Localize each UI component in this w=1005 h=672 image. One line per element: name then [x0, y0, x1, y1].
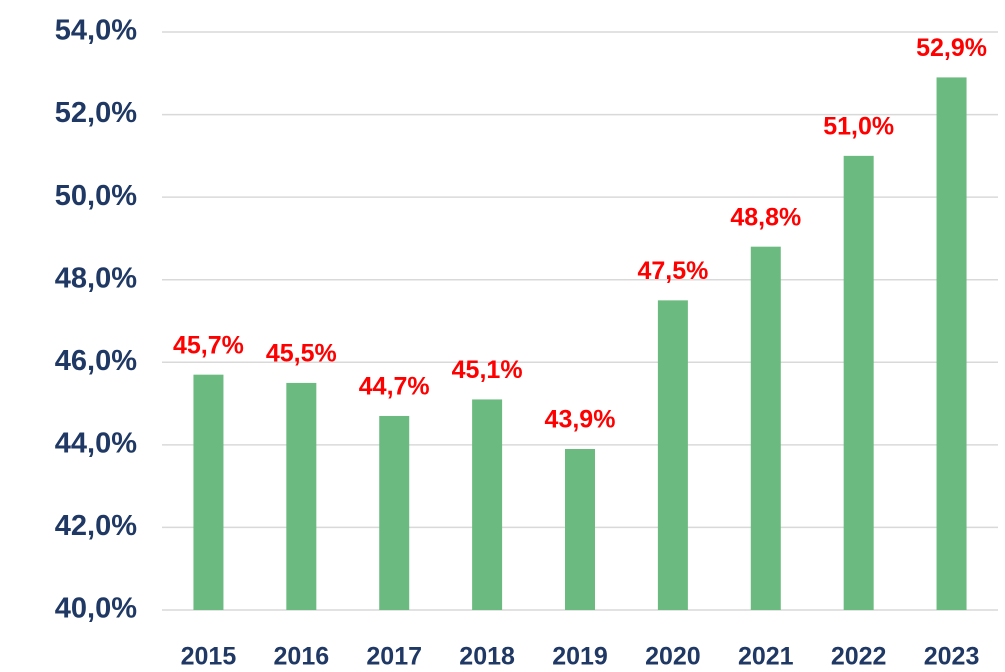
y-tick-label: 48,0% [55, 262, 137, 294]
data-label: 52,9% [916, 34, 987, 62]
x-tick-label: 2023 [924, 643, 980, 671]
bar [936, 77, 967, 610]
y-tick-label: 50,0% [55, 180, 137, 212]
data-label: 44,7% [359, 373, 430, 401]
data-label: 45,5% [266, 340, 337, 368]
x-tick-label: 2020 [645, 643, 701, 671]
y-tick-label: 54,0% [55, 15, 137, 47]
y-tick-label: 42,0% [55, 510, 137, 542]
x-tick-label: 2018 [459, 643, 515, 671]
x-tick-label: 2022 [831, 643, 887, 671]
y-tick-label: 44,0% [55, 428, 137, 460]
bar [843, 155, 874, 610]
x-tick-label: 2017 [366, 643, 422, 671]
x-tick-label: 2019 [552, 643, 608, 671]
data-label: 45,7% [173, 331, 244, 359]
data-label: 51,0% [823, 112, 894, 140]
y-tick-label: 52,0% [55, 97, 137, 129]
bar [286, 382, 317, 610]
bar [472, 399, 503, 610]
y-tick-label: 46,0% [55, 345, 137, 377]
data-label: 47,5% [637, 257, 708, 285]
bar [193, 374, 224, 610]
bar [565, 448, 595, 610]
data-label: 43,9% [545, 406, 616, 434]
y-tick-label: 40,0% [55, 593, 137, 625]
data-label: 48,8% [730, 203, 801, 231]
x-tick-label: 2021 [738, 643, 794, 671]
x-tick-label: 2016 [274, 643, 330, 671]
bar [750, 246, 781, 610]
x-tick-label: 2015 [181, 643, 237, 671]
data-label: 45,1% [452, 356, 523, 384]
bar [379, 415, 410, 610]
bar [657, 300, 688, 610]
